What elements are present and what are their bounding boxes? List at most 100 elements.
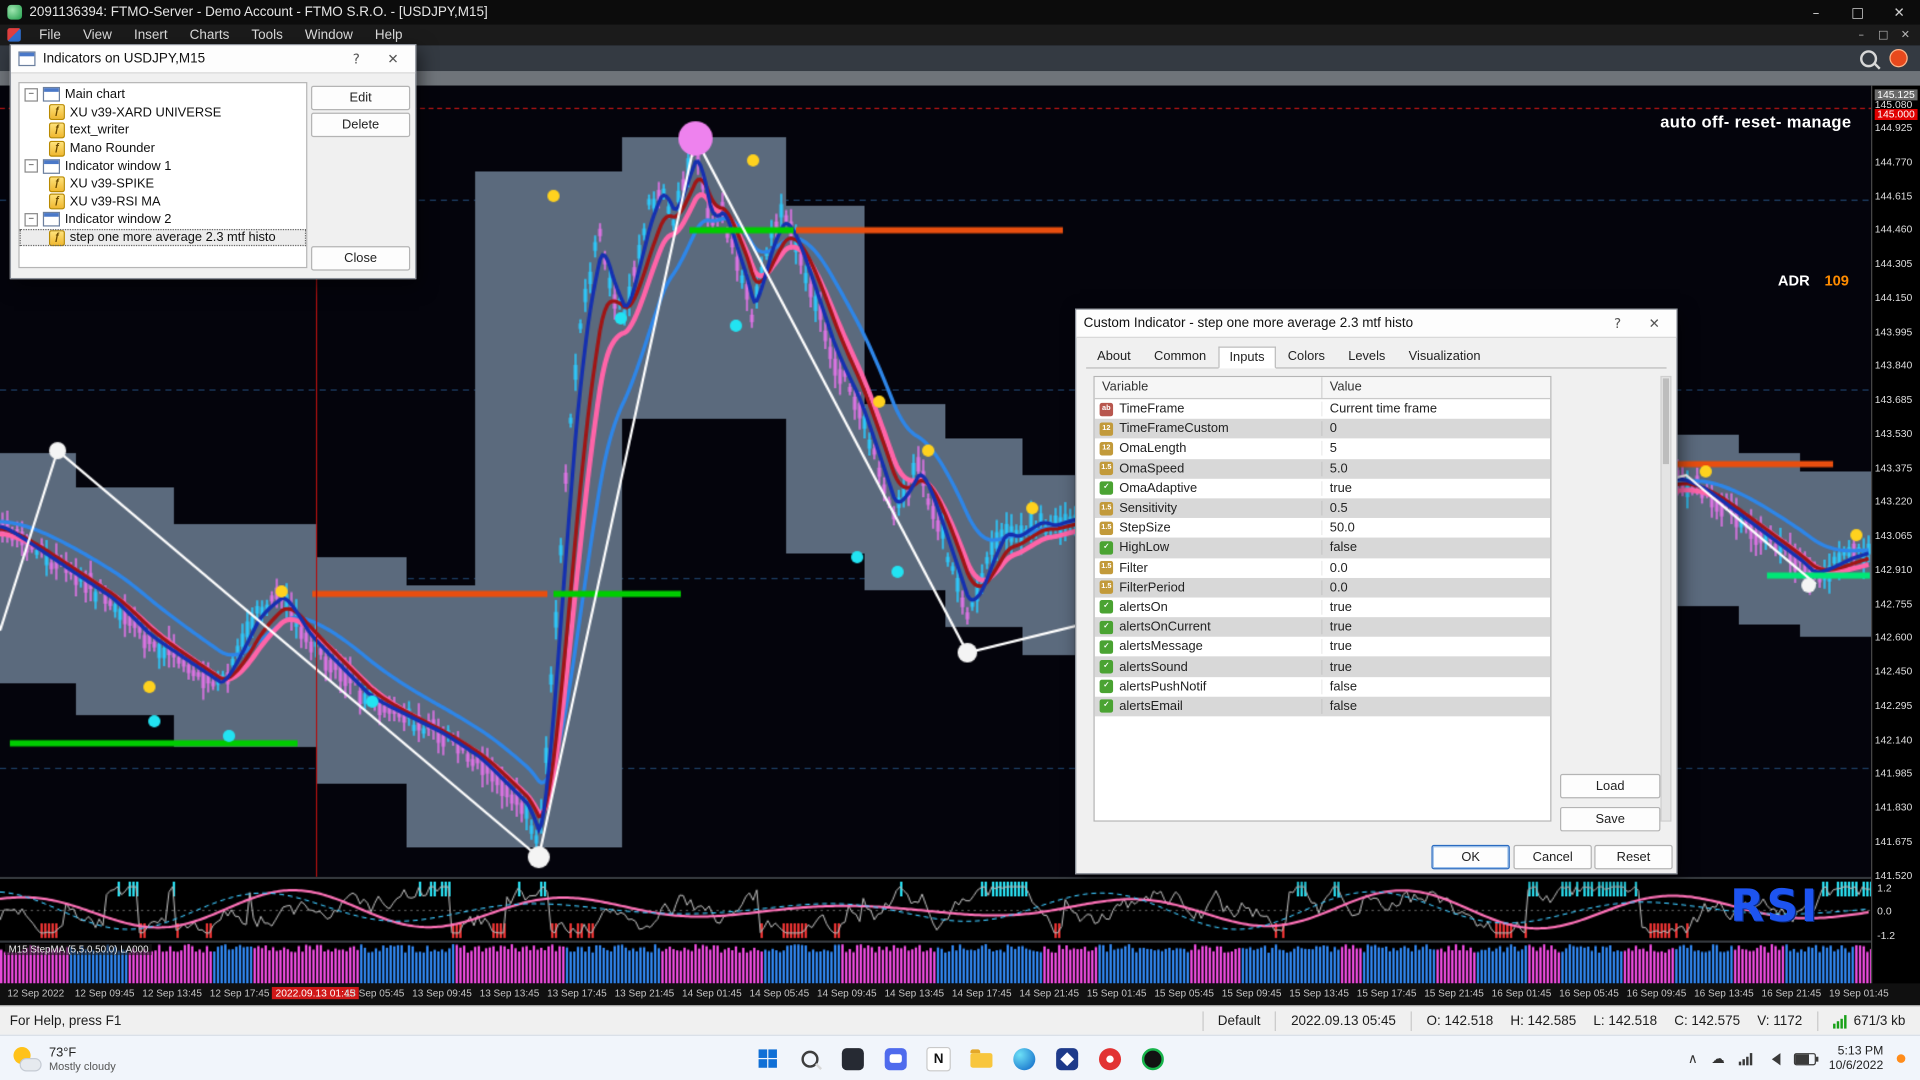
- param-value[interactable]: true: [1322, 659, 1550, 674]
- save-button[interactable]: Save: [1560, 807, 1660, 831]
- tab-inputs[interactable]: Inputs: [1218, 347, 1275, 369]
- param-row-omalength[interactable]: 12OmaLength5: [1095, 439, 1551, 459]
- volume-icon[interactable]: [1765, 1052, 1780, 1064]
- time-axis[interactable]: 12 Sep 202212 Sep 09:4512 Sep 13:4512 Se…: [0, 983, 1920, 1005]
- indicators-dialog-titlebar[interactable]: Indicators on USDJPY,M15 ? ✕: [11, 45, 415, 73]
- search-button[interactable]: [794, 1043, 826, 1075]
- param-row-alertsemail[interactable]: ✓alertsEmailfalse: [1095, 697, 1551, 717]
- file-explorer-icon[interactable]: [966, 1043, 998, 1075]
- tree-item-xu-v39-rsi-ma[interactable]: ƒXU v39-RSI MA: [20, 193, 307, 211]
- search-icon[interactable]: [1860, 50, 1877, 67]
- collapse-icon[interactable]: −: [24, 213, 37, 226]
- param-row-timeframecustom[interactable]: 12TimeFrameCustom0: [1095, 419, 1551, 439]
- tab-visualization[interactable]: Visualization: [1398, 345, 1492, 367]
- param-row-omaadaptive[interactable]: ✓OmaAdaptivetrue: [1095, 478, 1551, 498]
- param-row-stepsize[interactable]: 1.5StepSize50.0: [1095, 518, 1551, 538]
- param-value[interactable]: true: [1322, 600, 1550, 615]
- rsi-indicator-window[interactable]: RSI: [0, 879, 1871, 940]
- param-row-sensitivity[interactable]: 1.5Sensitivity0.5: [1095, 498, 1551, 518]
- price-scale[interactable]: 145.125145.080145.000144.925144.770144.6…: [1871, 86, 1920, 984]
- tree-item-indicator-window-1[interactable]: −Indicator window 1: [20, 157, 307, 175]
- param-row-alertson[interactable]: ✓alertsOntrue: [1095, 597, 1551, 617]
- dark-app-icon[interactable]: [837, 1043, 869, 1075]
- menu-charts[interactable]: Charts: [179, 24, 241, 45]
- histogram-canvas[interactable]: [0, 943, 1871, 983]
- tree-item-indicator-window-2[interactable]: −Indicator window 2: [20, 211, 307, 229]
- tree-item-step-one-more-average-2-3-mtf-histo[interactable]: ƒstep one more average 2.3 mtf histo: [20, 229, 307, 247]
- cancel-button[interactable]: Cancel: [1513, 845, 1591, 869]
- collapse-icon[interactable]: −: [24, 88, 37, 101]
- menu-tools[interactable]: Tools: [240, 24, 293, 45]
- param-value[interactable]: 5.0: [1322, 461, 1550, 476]
- param-value[interactable]: 0.0: [1322, 580, 1550, 595]
- param-value[interactable]: true: [1322, 481, 1550, 496]
- teams-chat-icon[interactable]: [880, 1043, 912, 1075]
- param-row-alertssound[interactable]: ✓alertsSoundtrue: [1095, 657, 1551, 677]
- photos-app-icon[interactable]: [1051, 1043, 1083, 1075]
- collapse-icon[interactable]: −: [24, 159, 37, 172]
- xard-control-text[interactable]: auto off- reset- manage: [1660, 113, 1851, 131]
- tray-chevron-icon[interactable]: ∧: [1688, 1051, 1698, 1067]
- edit-button[interactable]: Edit: [311, 86, 410, 110]
- tab-levels[interactable]: Levels: [1337, 345, 1396, 367]
- onedrive-cloud-icon[interactable]: ☁: [1711, 1051, 1724, 1067]
- menu-file[interactable]: File: [28, 24, 72, 45]
- tab-common[interactable]: Common: [1143, 345, 1217, 367]
- red-app-icon[interactable]: [1094, 1043, 1126, 1075]
- menu-window[interactable]: Window: [294, 24, 364, 45]
- notification-badge[interactable]: [1897, 1054, 1906, 1063]
- mdi-close-button[interactable]: ✕: [1896, 29, 1916, 41]
- mdi-restore-button[interactable]: □: [1873, 29, 1893, 41]
- quick-access-icon[interactable]: [7, 28, 20, 41]
- custom-dialog-titlebar[interactable]: Custom Indicator - step one more average…: [1076, 310, 1676, 338]
- param-value[interactable]: 0: [1322, 422, 1550, 437]
- edge-icon[interactable]: [1008, 1043, 1040, 1075]
- weather-widget[interactable]: 73°F Mostly cloudy: [0, 1044, 196, 1073]
- tree-item-mano-rounder[interactable]: ƒMano Rounder: [20, 139, 307, 157]
- menu-insert[interactable]: Insert: [123, 24, 179, 45]
- param-value[interactable]: 5: [1322, 441, 1550, 456]
- param-row-filterperiod[interactable]: 1.5FilterPeriod0.0: [1095, 578, 1551, 598]
- reset-button[interactable]: Reset: [1594, 845, 1672, 869]
- param-row-highlow[interactable]: ✓HighLowfalse: [1095, 538, 1551, 558]
- tree-item-xu-v39-spike[interactable]: ƒXU v39-SPIKE: [20, 175, 307, 193]
- param-row-filter[interactable]: 1.5Filter0.0: [1095, 558, 1551, 578]
- spotify-icon[interactable]: [1137, 1043, 1169, 1075]
- param-row-alertsmessage[interactable]: ✓alertsMessagetrue: [1095, 637, 1551, 657]
- param-value[interactable]: true: [1322, 640, 1550, 655]
- restore-button[interactable]: □: [1837, 4, 1879, 20]
- ok-button[interactable]: OK: [1431, 845, 1509, 869]
- wifi-icon[interactable]: [1738, 1052, 1751, 1064]
- dialog-help-button[interactable]: ?: [1603, 315, 1632, 331]
- notion-icon[interactable]: N: [923, 1043, 955, 1075]
- param-value[interactable]: 50.0: [1322, 521, 1550, 536]
- dialog-close-button[interactable]: ✕: [378, 51, 407, 67]
- param-row-alertspushnotif[interactable]: ✓alertsPushNotiffalse: [1095, 677, 1551, 697]
- histogram-indicator-window[interactable]: M15 StepMA (5,5.0,50.0) LA000: [0, 943, 1871, 983]
- dialog-help-button[interactable]: ?: [342, 51, 371, 67]
- param-value[interactable]: false: [1322, 541, 1550, 556]
- tree-item-main-chart[interactable]: −Main chart: [20, 86, 307, 104]
- alert-badge-icon[interactable]: [1889, 49, 1907, 67]
- tab-colors[interactable]: Colors: [1277, 345, 1336, 367]
- minimize-button[interactable]: –: [1795, 4, 1837, 20]
- delete-button[interactable]: Delete: [311, 113, 410, 137]
- tab-about[interactable]: About: [1086, 345, 1142, 367]
- menu-view[interactable]: View: [72, 24, 123, 45]
- dialog-scrollbar[interactable]: [1660, 376, 1671, 822]
- param-row-alertsoncurrent[interactable]: ✓alertsOnCurrenttrue: [1095, 617, 1551, 637]
- param-value[interactable]: 0.5: [1322, 501, 1550, 516]
- param-row-omaspeed[interactable]: 1.5OmaSpeed5.0: [1095, 459, 1551, 479]
- battery-icon[interactable]: [1793, 1052, 1815, 1064]
- load-button[interactable]: Load: [1560, 774, 1660, 798]
- taskbar-clock[interactable]: 5:13 PM 10/6/2022: [1829, 1044, 1883, 1073]
- param-value[interactable]: Current time frame: [1322, 402, 1550, 417]
- param-value[interactable]: 0.0: [1322, 560, 1550, 575]
- dialog-close-button[interactable]: ✕: [1640, 315, 1669, 331]
- rsi-canvas[interactable]: [0, 879, 1871, 940]
- close-button[interactable]: ✕: [1878, 4, 1920, 20]
- tree-item-xu-v39-xard-universe[interactable]: ƒXU v39-XARD UNIVERSE: [20, 104, 307, 122]
- profile-selector[interactable]: Default: [1202, 1011, 1275, 1031]
- param-value[interactable]: false: [1322, 699, 1550, 714]
- menu-help[interactable]: Help: [364, 24, 414, 45]
